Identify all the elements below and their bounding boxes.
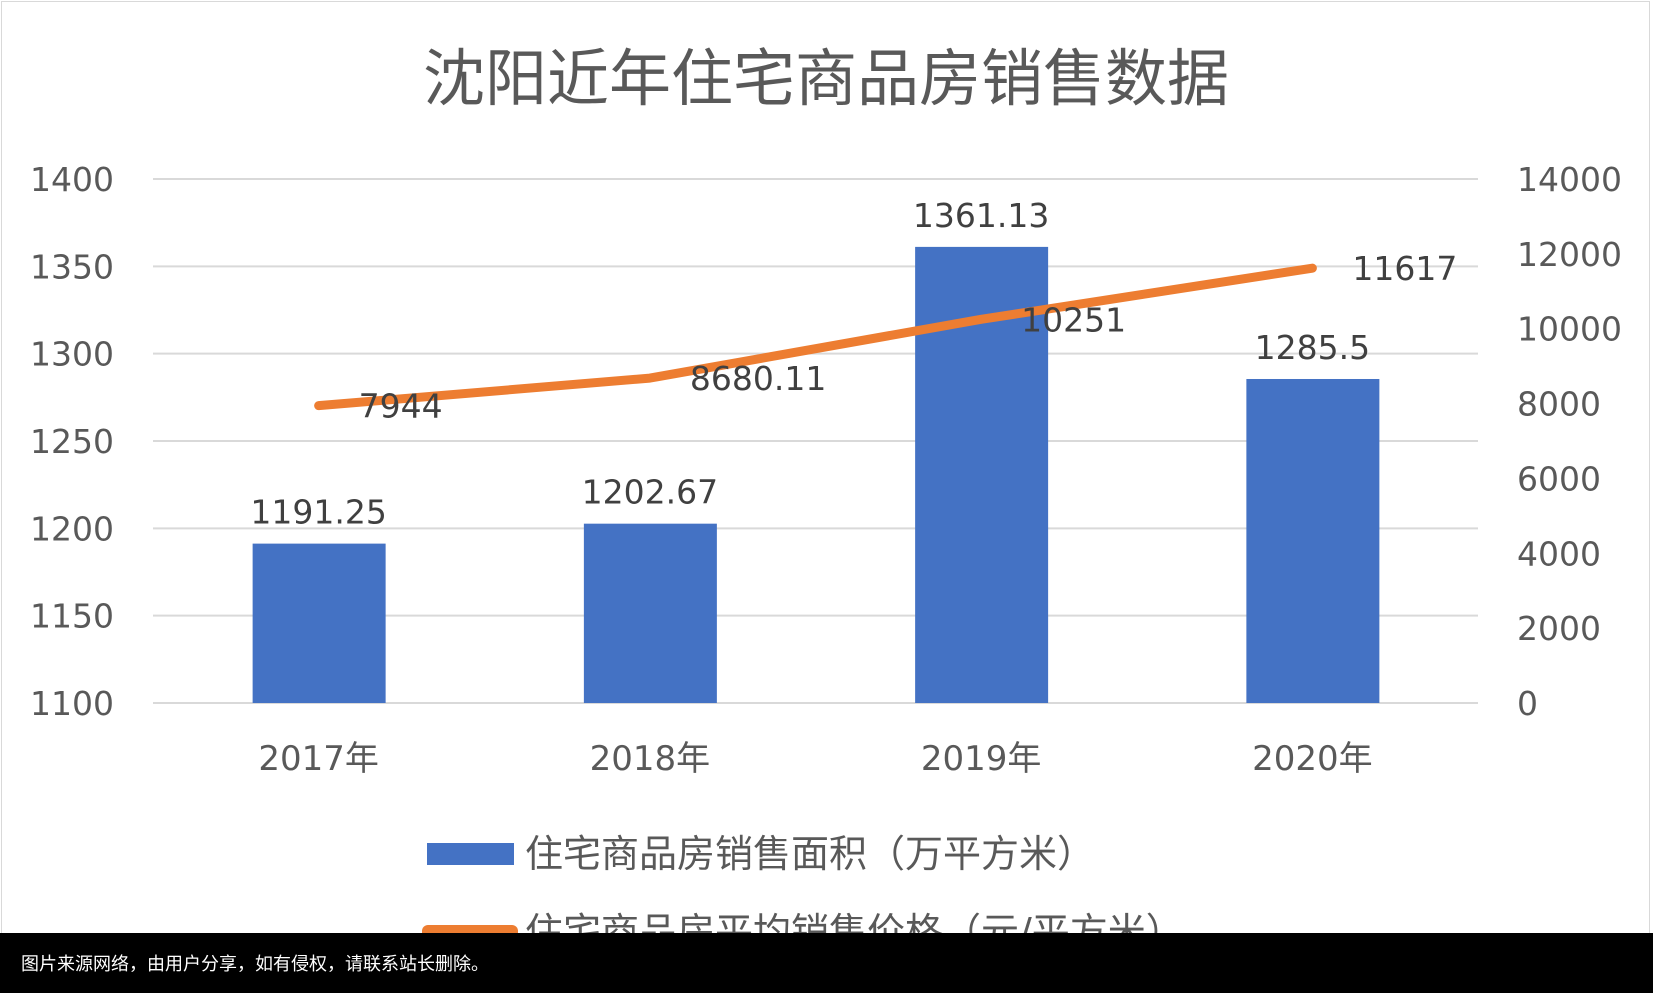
bar-data-label: 1202.67 xyxy=(582,473,718,512)
chart-title: 沈阳近年住宅商品房销售数据 xyxy=(423,42,1229,115)
x-tick-label: 2017年 xyxy=(258,739,379,779)
y-left-tick-label: 1250 xyxy=(30,422,114,461)
line-data-label: 10251 xyxy=(1021,300,1126,339)
legend-label-bar: 住宅商品房销售面积（万平方米） xyxy=(525,832,1095,876)
bar-data-label: 1361.13 xyxy=(913,196,1049,235)
y-right-tick-label: 10000 xyxy=(1517,310,1622,349)
x-tick-label: 2020年 xyxy=(1252,739,1373,779)
y-left-tick-label: 1300 xyxy=(30,335,114,374)
caption-bar: 图片来源网络，由用户分享，如有侵权，请联系站长删除。 xyxy=(0,933,1653,993)
line-data-label: 11617 xyxy=(1352,249,1457,288)
bar xyxy=(1246,378,1380,703)
bar xyxy=(252,543,386,703)
line-data-label: 8680.11 xyxy=(690,359,826,398)
y-right-tick-label: 2000 xyxy=(1517,609,1601,648)
bar xyxy=(583,523,717,703)
legend-swatch-bar xyxy=(427,843,514,865)
y-right-tick-label: 12000 xyxy=(1517,235,1622,274)
y-right-tick-label: 4000 xyxy=(1517,534,1601,573)
caption-text: 图片来源网络，由用户分享，如有侵权，请联系站长删除。 xyxy=(21,954,489,975)
x-tick-label: 2019年 xyxy=(921,739,1042,779)
x-tick-label: 2018年 xyxy=(590,739,711,779)
line-data-label: 7944 xyxy=(359,387,443,426)
bar-data-label: 1285.5 xyxy=(1255,328,1370,367)
y-left-tick-label: 1350 xyxy=(30,247,114,286)
line-series xyxy=(314,263,1317,411)
y-right-tick-label: 0 xyxy=(1517,684,1538,723)
y-right-tick-label: 14000 xyxy=(1517,160,1622,199)
y-left-tick-label: 1100 xyxy=(30,684,114,723)
y-left-tick-label: 1400 xyxy=(30,160,114,199)
y-right-tick-label: 6000 xyxy=(1517,459,1601,498)
bar-data-label: 1191.25 xyxy=(250,493,386,532)
y-right-tick-label: 8000 xyxy=(1517,385,1601,424)
y-left-tick-label: 1200 xyxy=(30,509,114,548)
y-left-tick-label: 1150 xyxy=(30,597,114,636)
